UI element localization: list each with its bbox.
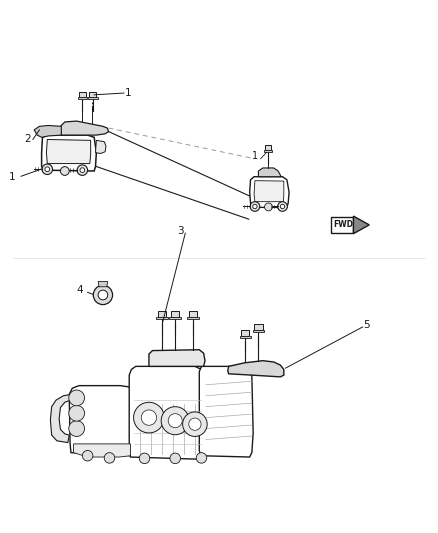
Circle shape — [45, 167, 49, 172]
Circle shape — [134, 402, 164, 433]
Circle shape — [42, 164, 53, 174]
Polygon shape — [228, 361, 284, 377]
Text: FWD: FWD — [333, 220, 353, 229]
FancyBboxPatch shape — [89, 92, 96, 97]
Circle shape — [280, 204, 285, 208]
Text: 1: 1 — [125, 88, 131, 99]
Polygon shape — [98, 281, 108, 287]
FancyBboxPatch shape — [240, 336, 251, 338]
Circle shape — [168, 414, 182, 427]
Circle shape — [60, 167, 69, 175]
Text: 2: 2 — [24, 134, 31, 144]
Circle shape — [250, 201, 260, 211]
Polygon shape — [129, 366, 204, 459]
Text: 1: 1 — [252, 151, 258, 161]
Circle shape — [265, 203, 272, 211]
Polygon shape — [250, 177, 289, 207]
Polygon shape — [199, 366, 253, 457]
Polygon shape — [46, 140, 91, 164]
Circle shape — [161, 407, 189, 435]
Polygon shape — [353, 216, 369, 233]
FancyBboxPatch shape — [331, 217, 353, 233]
FancyBboxPatch shape — [241, 330, 249, 336]
FancyBboxPatch shape — [264, 150, 272, 152]
Circle shape — [139, 453, 150, 464]
Circle shape — [77, 165, 88, 175]
Circle shape — [278, 201, 287, 211]
Polygon shape — [258, 168, 281, 177]
Circle shape — [82, 450, 93, 461]
Circle shape — [170, 453, 180, 464]
Polygon shape — [34, 125, 61, 138]
FancyBboxPatch shape — [187, 317, 198, 319]
Circle shape — [104, 453, 115, 463]
FancyBboxPatch shape — [254, 324, 263, 330]
FancyBboxPatch shape — [156, 317, 168, 319]
Polygon shape — [50, 394, 71, 442]
FancyBboxPatch shape — [78, 96, 87, 99]
FancyBboxPatch shape — [88, 96, 98, 99]
Circle shape — [196, 453, 207, 463]
Circle shape — [253, 204, 257, 208]
FancyBboxPatch shape — [158, 311, 166, 317]
FancyBboxPatch shape — [265, 146, 271, 150]
Polygon shape — [95, 140, 106, 154]
Circle shape — [80, 168, 85, 173]
FancyBboxPatch shape — [188, 311, 197, 317]
Circle shape — [98, 290, 108, 300]
Circle shape — [69, 421, 85, 437]
Polygon shape — [74, 444, 131, 457]
Polygon shape — [69, 386, 139, 456]
Circle shape — [69, 390, 85, 406]
Circle shape — [69, 405, 85, 421]
Text: 1: 1 — [9, 172, 15, 182]
FancyBboxPatch shape — [253, 330, 264, 333]
Circle shape — [141, 410, 157, 425]
FancyBboxPatch shape — [171, 311, 180, 317]
Text: 5: 5 — [364, 320, 370, 330]
Text: 3: 3 — [177, 225, 184, 236]
Polygon shape — [149, 350, 205, 366]
Polygon shape — [60, 121, 109, 135]
Circle shape — [183, 412, 207, 437]
Text: 4: 4 — [77, 285, 83, 295]
FancyBboxPatch shape — [170, 317, 181, 319]
Polygon shape — [42, 135, 96, 171]
Circle shape — [93, 285, 113, 304]
Polygon shape — [254, 181, 284, 201]
FancyBboxPatch shape — [79, 92, 86, 97]
Circle shape — [189, 418, 201, 430]
